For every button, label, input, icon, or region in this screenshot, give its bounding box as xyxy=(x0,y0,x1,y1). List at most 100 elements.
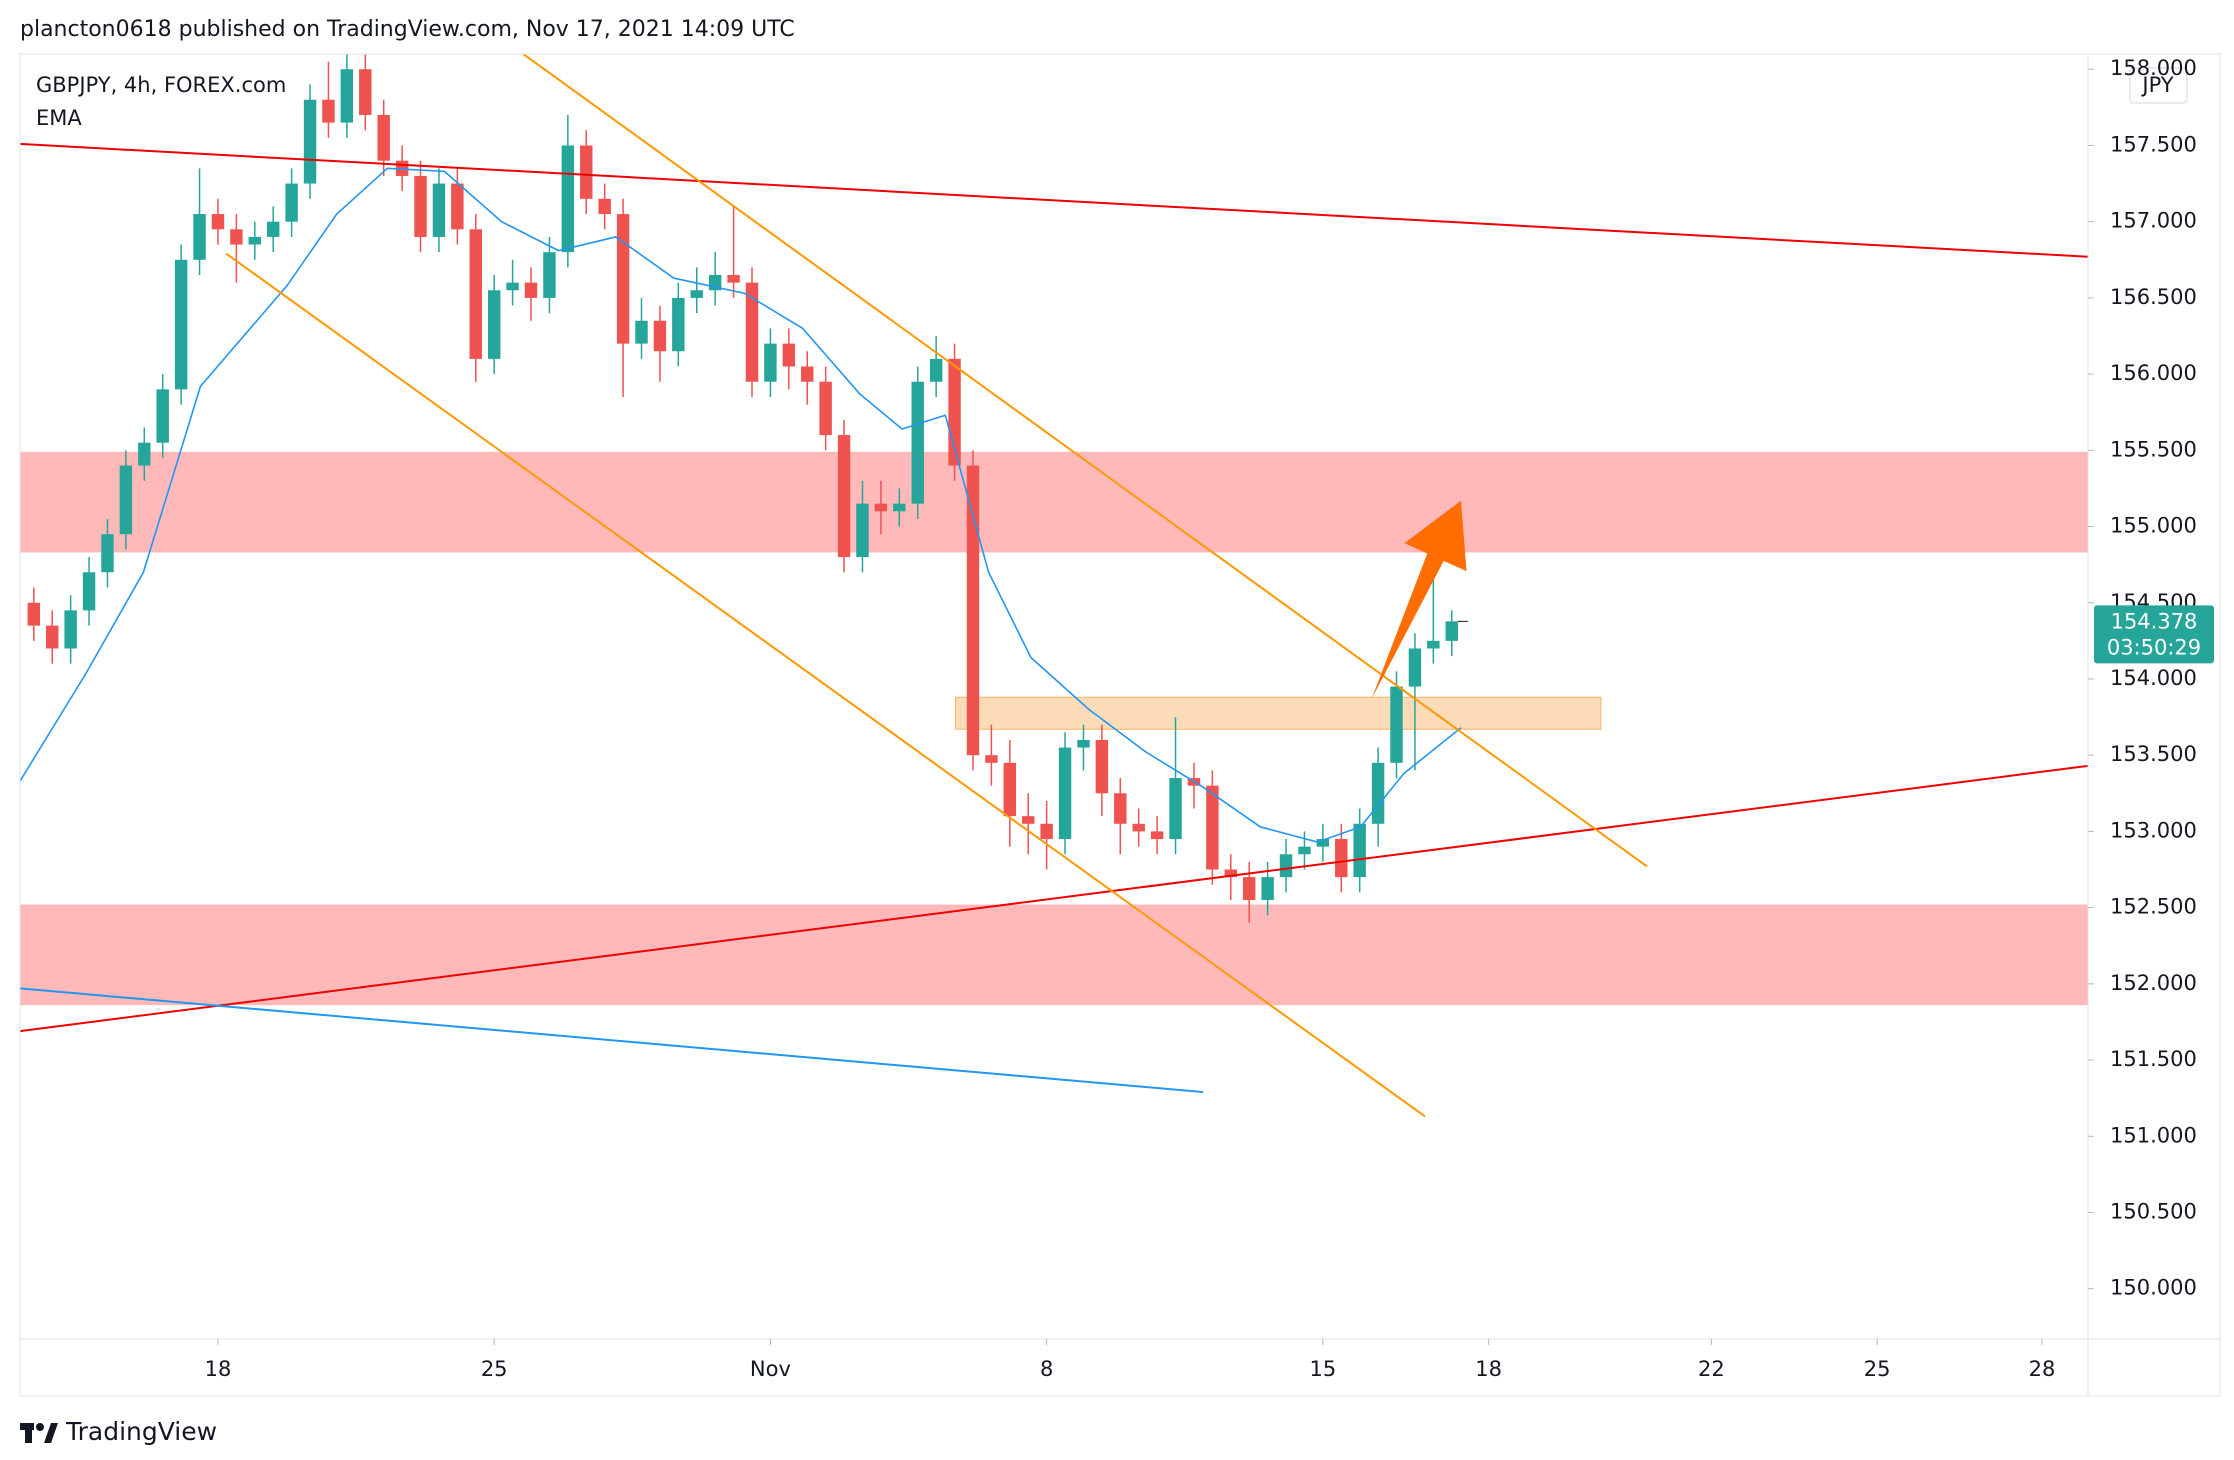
candle-body xyxy=(856,503,869,558)
candle-body xyxy=(193,214,206,260)
candle-body xyxy=(1445,621,1458,641)
candle-body xyxy=(101,534,114,573)
publish-header: plancton0618 published on TradingView.co… xyxy=(20,17,795,42)
candle-body xyxy=(874,503,888,512)
brand-logo xyxy=(20,1423,58,1443)
candle-body xyxy=(1040,823,1053,840)
ema-line xyxy=(20,167,1462,843)
y-tick-label: 150.500 xyxy=(2110,1199,2197,1223)
last-price-label: 154.378 xyxy=(2111,609,2198,633)
y-tick-label: 154.000 xyxy=(2110,666,2197,690)
candle-body xyxy=(1279,854,1293,878)
candle-body xyxy=(801,366,814,382)
candle-body xyxy=(524,282,538,298)
y-tick-label: 152.500 xyxy=(2110,895,2197,919)
candle-body xyxy=(1298,846,1311,855)
candle-body xyxy=(1132,823,1145,832)
candle-body xyxy=(119,465,133,535)
candle-body xyxy=(432,183,446,237)
x-tick-label: 25 xyxy=(481,1357,508,1381)
candle-body xyxy=(782,343,796,367)
candle-body xyxy=(64,610,77,649)
x-tick-label: 18 xyxy=(205,1357,232,1381)
candle-body xyxy=(1022,816,1035,824)
candle-body xyxy=(985,755,998,763)
y-tick-label: 158.000 xyxy=(2110,56,2197,80)
x-tick-label: 8 xyxy=(1040,1357,1053,1381)
candle-body xyxy=(340,69,354,123)
candle-body xyxy=(1077,739,1090,748)
currency-label[interactable]: JPY xyxy=(2140,73,2173,97)
candle-body xyxy=(616,214,630,344)
y-tick-label: 156.500 xyxy=(2110,285,2197,309)
trend-line xyxy=(225,252,1426,1118)
brand-name: TradingView xyxy=(65,1417,217,1446)
candle-body xyxy=(82,572,96,611)
candle-body xyxy=(819,381,832,436)
candle-body xyxy=(285,183,298,222)
x-tick-label: 28 xyxy=(2029,1357,2056,1381)
candle-body xyxy=(414,175,427,237)
candle-body xyxy=(1150,831,1164,840)
candle-body xyxy=(1242,877,1256,900)
candle-body xyxy=(487,290,501,359)
trend-line xyxy=(20,142,2088,258)
y-tick-label: 153.000 xyxy=(2110,818,2197,842)
x-tick-label: 25 xyxy=(1864,1357,1891,1381)
arrow xyxy=(1371,500,1467,699)
candle-body xyxy=(1408,648,1422,687)
plot-area xyxy=(20,54,2088,1118)
candle-body xyxy=(248,236,262,245)
zone xyxy=(20,904,2088,1006)
y-tick-label: 157.000 xyxy=(2110,209,2197,233)
candle-body xyxy=(1261,877,1274,900)
candle-body xyxy=(266,221,280,237)
candle-body xyxy=(690,290,703,298)
symbol-legend: GBPJPY, 4h, FOREX.com xyxy=(36,73,286,97)
candle-body xyxy=(1316,839,1330,847)
candle-body xyxy=(745,282,759,382)
ema-legend: EMA xyxy=(36,106,82,130)
y-tick-label: 155.500 xyxy=(2110,437,2197,461)
y-tick-label: 153.500 xyxy=(2110,742,2197,766)
x-tick-label: Nov xyxy=(750,1357,791,1381)
candle-body xyxy=(543,252,556,298)
x-tick-label: 18 xyxy=(1475,1357,1502,1381)
candle-body xyxy=(174,259,188,390)
candle-body xyxy=(377,114,390,161)
candle-body xyxy=(1095,739,1109,794)
candle-body xyxy=(1224,869,1237,878)
candle-body xyxy=(929,358,943,382)
y-tick-label: 151.000 xyxy=(2110,1123,2197,1147)
candle-body xyxy=(27,602,41,626)
candle-body xyxy=(893,503,906,512)
candle-body xyxy=(580,145,593,199)
candle-body xyxy=(46,625,59,649)
candle-body xyxy=(1427,640,1440,649)
candle-body xyxy=(1390,686,1403,763)
y-tick-label: 151.500 xyxy=(2110,1047,2197,1071)
candle-body xyxy=(230,229,243,245)
candle-body xyxy=(653,320,667,352)
candle-body xyxy=(1206,785,1219,870)
candle-body xyxy=(672,297,685,352)
candle-body xyxy=(1335,839,1348,878)
candle-body xyxy=(211,214,225,230)
candle-body xyxy=(911,381,924,504)
currency-box[interactable] xyxy=(2129,67,2188,104)
candle-body xyxy=(1058,747,1072,840)
trend-line xyxy=(20,987,1204,1094)
y-tick-label: 155.000 xyxy=(2110,514,2197,538)
candle-body xyxy=(303,99,317,184)
countdown-label: 03:50:29 xyxy=(2107,635,2201,659)
candle-body xyxy=(1003,762,1017,817)
candle-body xyxy=(322,99,335,123)
candle-body xyxy=(138,442,151,466)
last-price-box xyxy=(2094,605,2214,664)
candle-body xyxy=(156,389,169,443)
candle-body xyxy=(506,282,519,291)
candle-body xyxy=(598,198,611,215)
candle-body xyxy=(469,229,482,359)
candle-body xyxy=(1114,793,1127,824)
